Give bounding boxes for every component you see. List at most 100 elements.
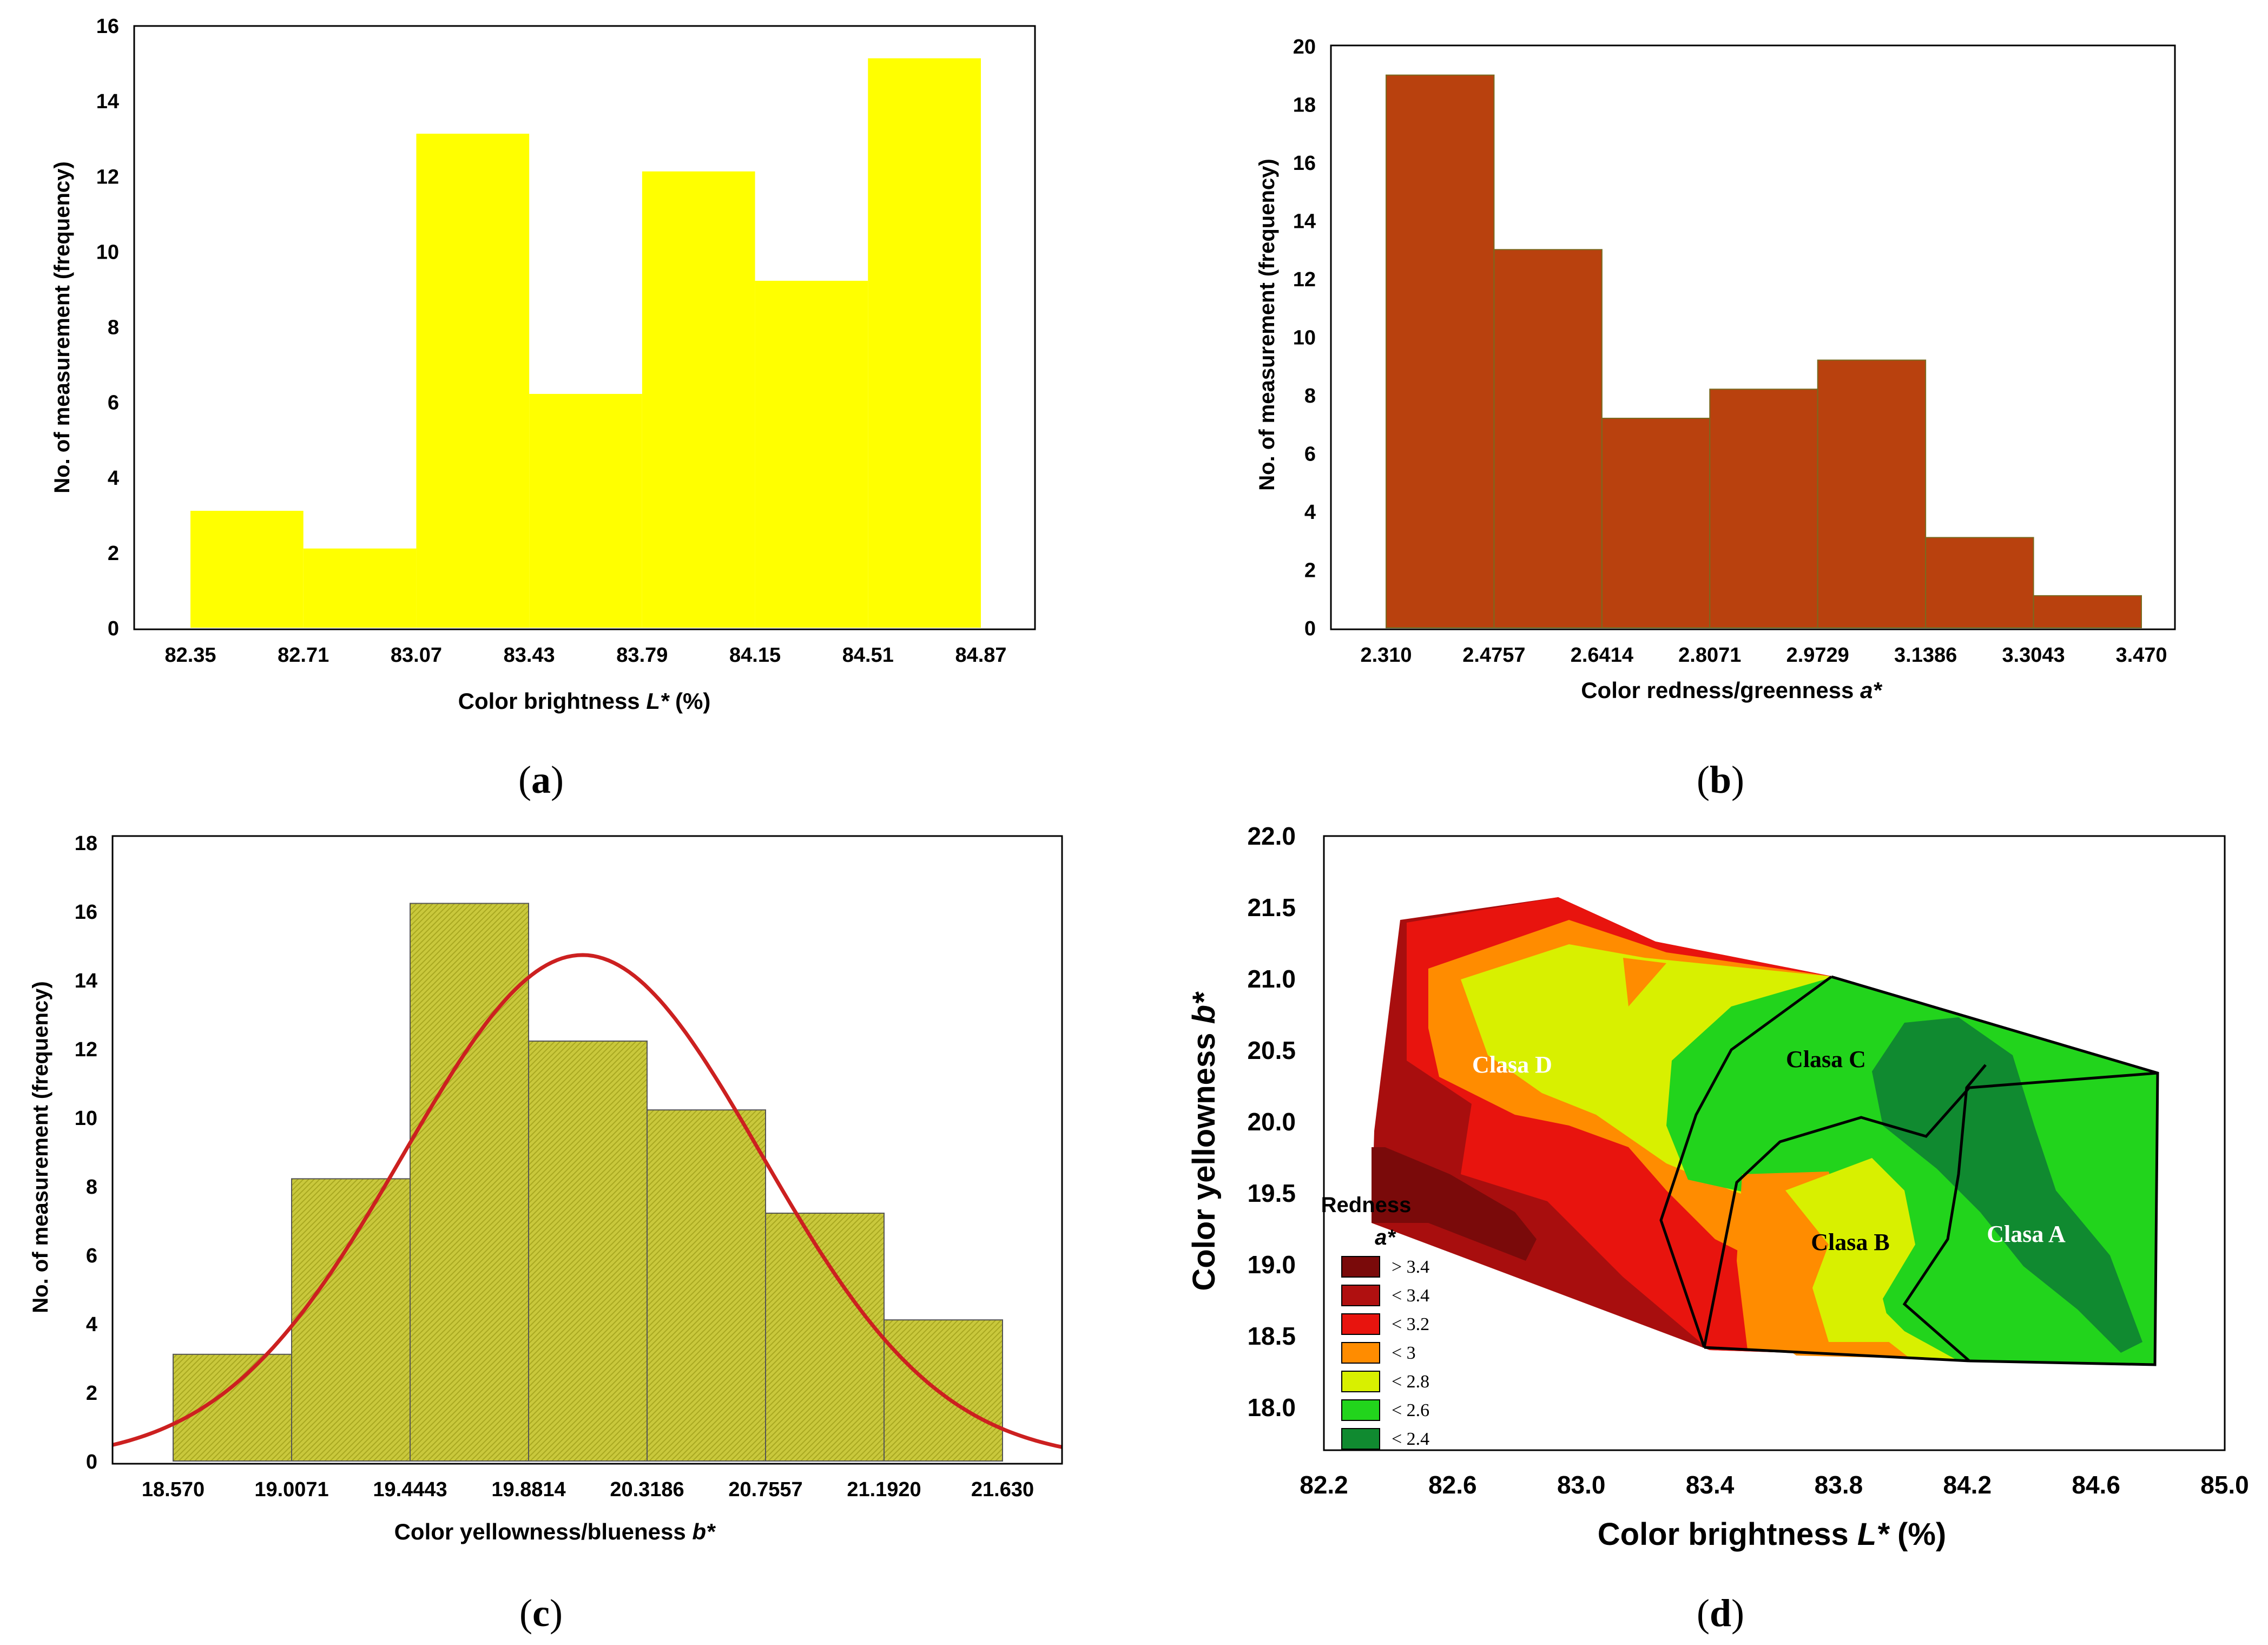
x-tick-label: 84.51 [842, 644, 894, 667]
histogram-bar [884, 1319, 1003, 1462]
y-tick-label: 2 [1304, 560, 1316, 582]
class-label-c: Clasa C [1786, 1046, 1866, 1072]
redness-legend: Redness a* > 3.4 < 3.4 < 3.2 < 3 < 2.8 < 2.6 <… [1321, 1193, 1429, 1450]
y-tick-label: 12 [1293, 268, 1316, 291]
y-axis-label-a: No. of measurement (frequency) [50, 161, 74, 493]
legend-label: < 3.2 [1392, 1314, 1429, 1334]
contour-region [1785, 1158, 1915, 1342]
x-tick-label: 84.15 [729, 644, 781, 667]
y-tick-label: 10 [96, 241, 119, 264]
x-axis-label-c: Color yellowness/blueness b* [394, 1519, 716, 1544]
x-tick-label: 83.07 [391, 644, 442, 667]
x-tick-label: 2.310 [1360, 644, 1412, 667]
chart-panel-c: 0 2 4 6 8 10 12 14 16 18 18.570 19.0071 19.4443 19.8… [29, 832, 1063, 1635]
x-tick-label: 82.2 [1300, 1471, 1348, 1499]
x-tick-label: 84.2 [1943, 1471, 1992, 1499]
histogram-bar [868, 58, 981, 628]
x-tick-label: 3.3043 [2002, 644, 2065, 667]
x-tick-label: 3.1386 [1894, 644, 1957, 667]
y-tick-label: 4 [108, 467, 119, 490]
y-tick-label: 18 [1293, 94, 1316, 117]
x-tick-label: 2.9729 [1786, 644, 1849, 667]
x-tick-label: 20.3186 [610, 1478, 684, 1501]
x-tick-label: 19.0071 [254, 1478, 328, 1501]
y-axis-label-d: Color yellowness b* [1186, 991, 1222, 1291]
x-axis-label-b: Color redness/greenness a* [1581, 677, 1882, 703]
y-tick-label: 16 [75, 901, 97, 924]
x-tick-label: 2.8071 [1678, 644, 1741, 667]
y-tick-label: 10 [75, 1107, 97, 1130]
panel-label-a: (a) [518, 758, 564, 801]
histogram-bar [303, 548, 417, 628]
x-axis-label-d: Color brightness L* (%) [1598, 1517, 1946, 1552]
legend-label: < 2.8 [1392, 1372, 1429, 1392]
legend-label: < 3 [1392, 1343, 1416, 1363]
plot-frame-c [111, 835, 1063, 1465]
y-tick-label: 19.5 [1247, 1179, 1296, 1207]
y-tick-label: 16 [1293, 152, 1316, 175]
histogram-bar [2033, 595, 2142, 628]
normal-fit-curve [113, 953, 1062, 1449]
panel-label-c: (c) [519, 1591, 563, 1635]
y-tick-label: 14 [1293, 210, 1316, 233]
x-tick-label: 21.1920 [847, 1478, 921, 1501]
y-tick-label: 4 [1304, 501, 1316, 524]
legend-swatch [1341, 1371, 1380, 1392]
y-axis-label-b: No. of measurement (frequency) [1255, 159, 1279, 490]
y-tick-label: 18 [75, 832, 97, 855]
y-tick-label: 20.5 [1247, 1036, 1296, 1064]
chart-panel-a: 0 2 4 6 8 10 12 14 16 82.35 82.71 83.07 83.43 83.79 8… [50, 15, 1036, 801]
legend-swatch [1341, 1399, 1380, 1421]
x-tick-label: 3.470 [2115, 644, 2167, 667]
y-tick-label: 8 [1304, 385, 1316, 407]
histogram-bar [173, 1353, 292, 1462]
histogram-bar [528, 1040, 648, 1462]
contour-region [1623, 958, 1666, 1006]
x-tick-label: 2.6414 [1571, 644, 1633, 667]
y-tick-label: 16 [96, 15, 119, 38]
y-tick-label: 4 [86, 1313, 97, 1336]
y-tick-label: 21.0 [1247, 965, 1296, 993]
boundary-line [1902, 1064, 1987, 1362]
y-tick-label: 14 [96, 90, 119, 113]
y-tick-label: 18.5 [1247, 1322, 1296, 1350]
x-tick-label: 83.4 [1686, 1471, 1735, 1499]
y-axis-label-c: No. of measurement (frequency) [29, 981, 52, 1313]
panel-label-b: (b) [1697, 758, 1744, 801]
y-tick-label: 6 [108, 392, 119, 414]
boundary-line [1703, 1071, 2158, 1348]
legend-swatch [1341, 1313, 1380, 1335]
histogram-bar [529, 393, 642, 628]
y-tick-label: 0 [86, 1451, 97, 1473]
class-label-a: Clasa A [1987, 1221, 2066, 1247]
y-tick-label: 21.5 [1247, 893, 1296, 922]
legend-label: > 3.4 [1392, 1257, 1429, 1277]
x-tick-label: 84.6 [2072, 1471, 2120, 1499]
boundary-line [1659, 975, 1832, 1348]
class-boundaries [1659, 975, 2159, 1366]
y-tick-label: 20.0 [1247, 1108, 1296, 1136]
x-tick-label: 19.8814 [491, 1478, 565, 1501]
y-tick-label: 8 [108, 317, 119, 339]
class-label-b: Clasa B [1811, 1229, 1889, 1255]
class-label-d: Clasa D [1472, 1051, 1552, 1078]
y-tick-label: 6 [1304, 443, 1316, 466]
y-tick-label: 22.0 [1247, 822, 1296, 850]
legend-label: < 2.4 [1392, 1429, 1429, 1449]
x-tick-label: 85.0 [2200, 1471, 2249, 1499]
x-tick-label: 83.0 [1557, 1471, 1606, 1499]
y-tick-label: 2 [108, 542, 119, 565]
histogram-bar [1709, 389, 1818, 628]
histogram-bar [1601, 418, 1711, 628]
plot-frame-a [133, 25, 1036, 630]
legend-swatch [1341, 1428, 1380, 1450]
x-tick-label: 83.43 [504, 644, 555, 667]
legend-swatch [1341, 1285, 1380, 1306]
y-tick-label: 8 [86, 1176, 97, 1199]
histogram-bar [1493, 249, 1603, 628]
chart-panel-b: 0 2 4 6 8 10 12 14 16 18 20 2.310 2.4757 2.6414 2.807… [1255, 36, 2176, 801]
contour-region [1872, 1017, 2142, 1353]
histogram-bar [416, 134, 530, 628]
legend-label: < 3.4 [1392, 1286, 1429, 1306]
